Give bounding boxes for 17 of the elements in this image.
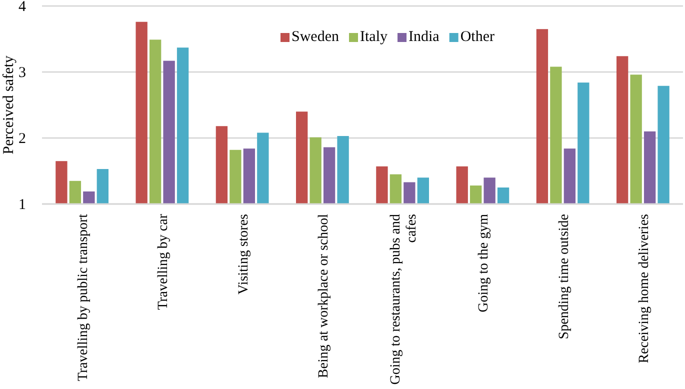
x-tick-label: Travelling by public transport bbox=[76, 214, 92, 382]
y-tick-label: 4 bbox=[18, 0, 26, 15]
x-tick-label: Receiving home deliveries bbox=[636, 214, 652, 364]
legend-label: India bbox=[408, 29, 440, 45]
x-tick-label: Going to the gym bbox=[476, 214, 492, 312]
x-tick-label: Being at workplace or school bbox=[316, 214, 332, 378]
legend-label: Sweden bbox=[292, 29, 340, 45]
legend-label: Other bbox=[460, 29, 494, 45]
x-tick-label: Spending time outside bbox=[556, 214, 572, 340]
x-tick-label: Visiting stores bbox=[236, 214, 252, 294]
x-tick-label: Travelling by car bbox=[156, 214, 172, 310]
x-tick-label: Going to restaurants, pubs and cafes bbox=[388, 214, 420, 385]
y-tick-label: 3 bbox=[18, 64, 26, 81]
y-tick-label: 1 bbox=[18, 196, 26, 213]
y-axis-title: Perceived safety bbox=[1, 55, 17, 154]
legend-label: Italy bbox=[360, 29, 388, 45]
y-tick-label: 2 bbox=[18, 130, 26, 147]
